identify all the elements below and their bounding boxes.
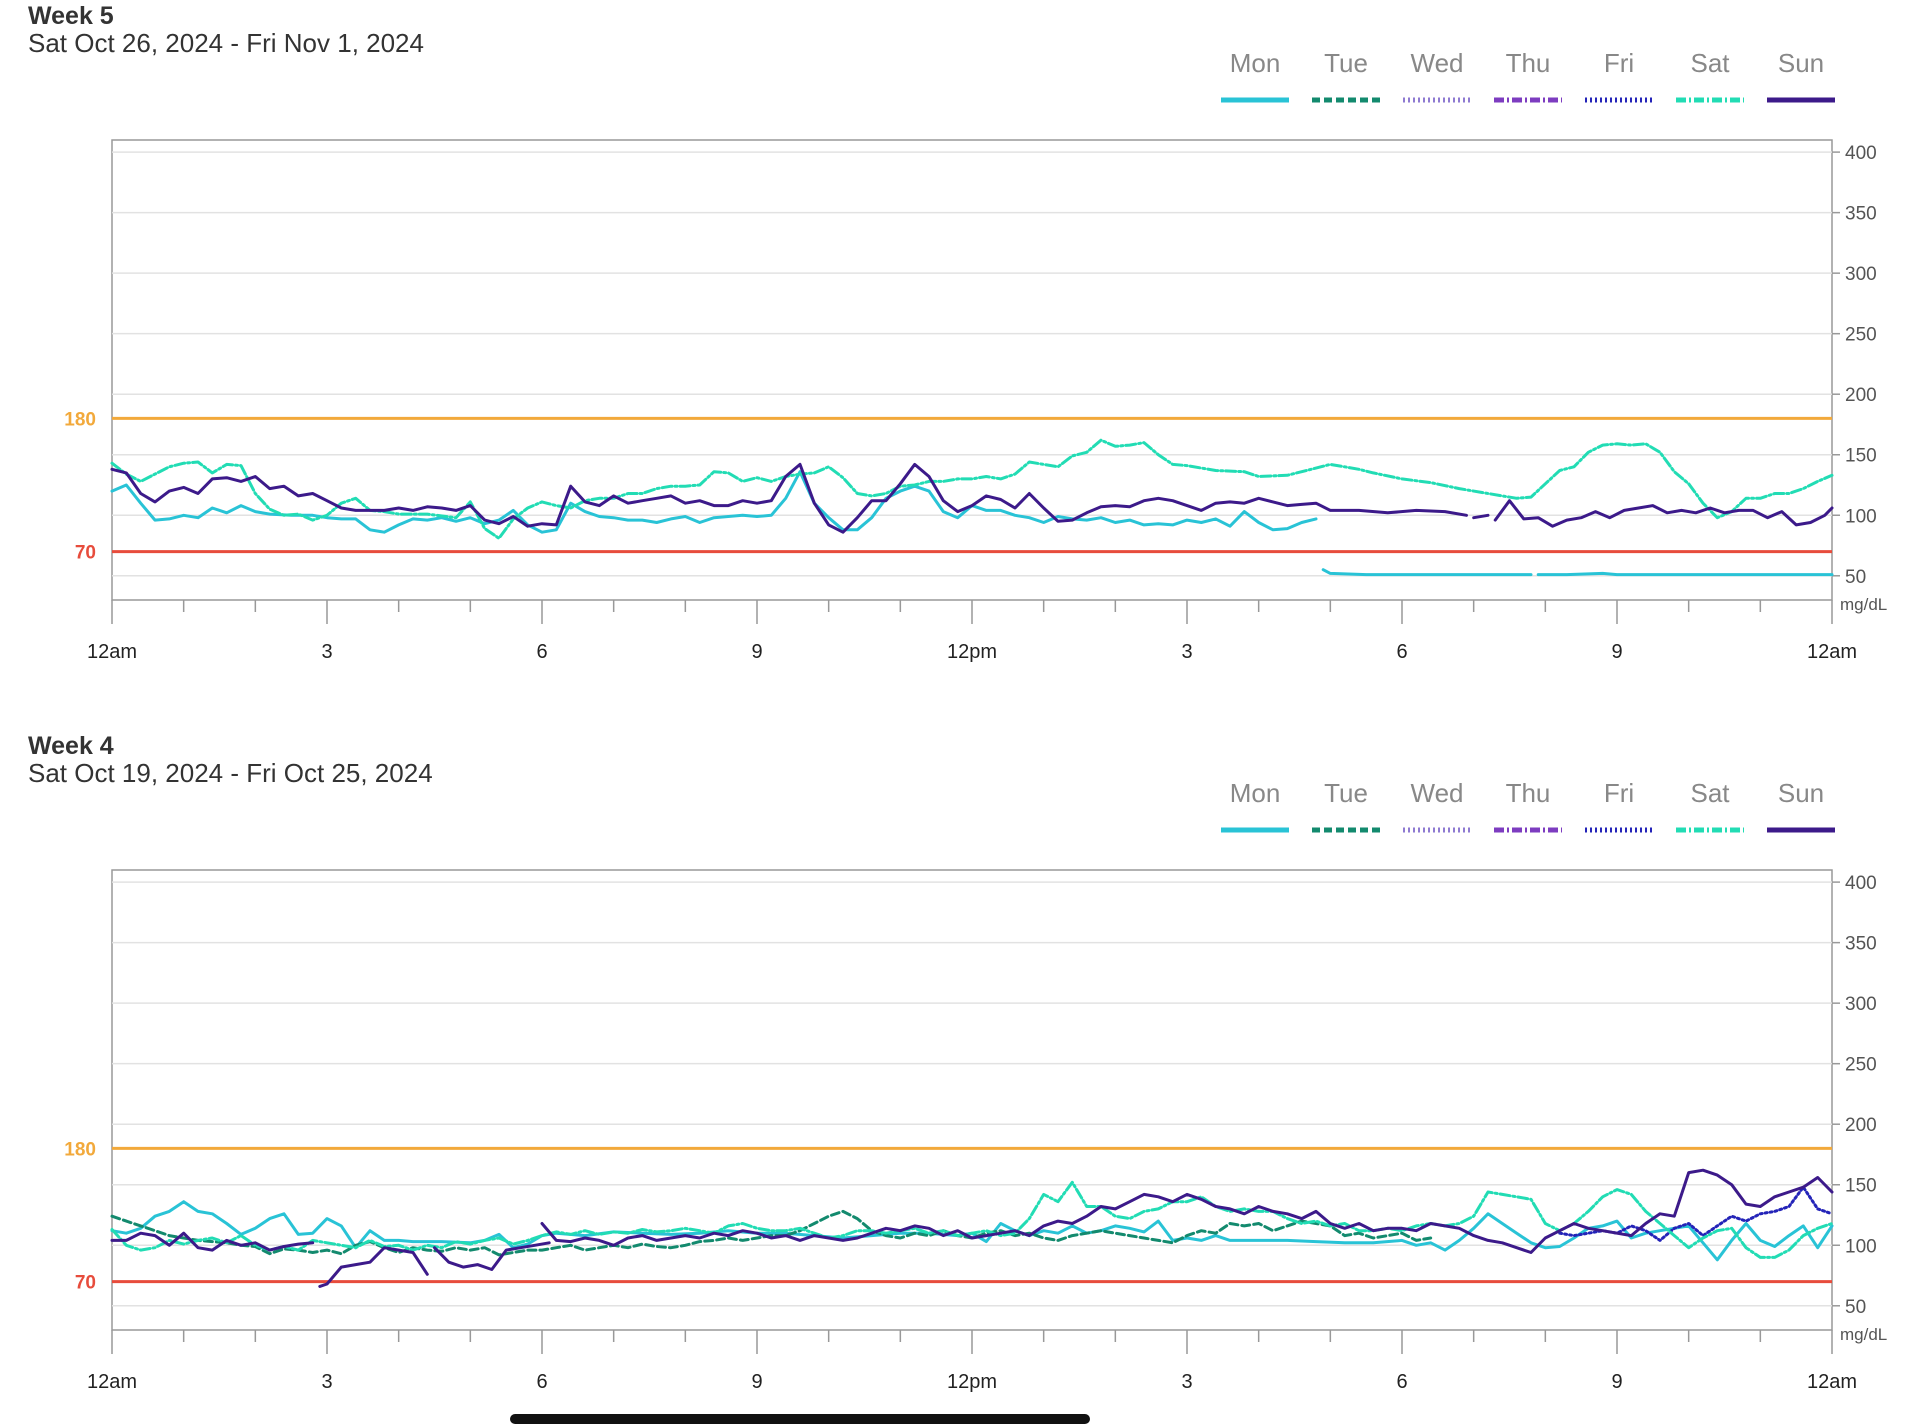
series-line-sun-1 [318, 1246, 429, 1288]
legend-label-sat: Sat [1690, 48, 1730, 78]
week5-panel: Week 5 Sat Oct 26, 2024 - Fri Nov 1, 202… [0, 0, 1920, 700]
series-line-mon-1 [1321, 568, 1533, 577]
xtick-label-7: 9 [1611, 1371, 1622, 1393]
ytick-label-400: 400 [1845, 143, 1877, 164]
xtick-label-5: 3 [1181, 641, 1192, 663]
ytick-label-150: 150 [1845, 446, 1877, 467]
legend-label-wed: Wed [1411, 778, 1464, 808]
legend-label-fri: Fri [1604, 48, 1634, 78]
legend-label-sat: Sat [1690, 778, 1730, 808]
xtick-label-2: 6 [536, 1371, 547, 1393]
threshold-label-70: 70 [75, 543, 96, 564]
xtick-label-3: 9 [751, 641, 762, 663]
xtick-label-6: 6 [1396, 1371, 1407, 1393]
xtick-label-4: 12pm [947, 1371, 997, 1393]
ytick-label-150: 150 [1845, 1176, 1877, 1197]
ytick-label-300: 300 [1845, 264, 1877, 285]
ytick-label-50: 50 [1845, 567, 1866, 588]
ytick-label-200: 200 [1845, 385, 1877, 406]
threshold-label-70: 70 [75, 1273, 96, 1294]
legend-label-thu: Thu [1506, 778, 1551, 808]
series-line-mon-0 [110, 1200, 1834, 1262]
ytick-label-50: 50 [1845, 1297, 1866, 1318]
ytick-label-250: 250 [1845, 1055, 1877, 1076]
series-line-sat-0 [110, 1180, 1834, 1259]
series-line-mon-2 [1536, 571, 1834, 577]
ytick-label-400: 400 [1845, 873, 1877, 894]
series-line-sun-3 [540, 1168, 1834, 1254]
legend-label-sun: Sun [1778, 48, 1824, 78]
xtick-label-6: 6 [1396, 641, 1407, 663]
series-line-sun-2 [1493, 499, 1834, 528]
week5-date-range: Sat Oct 26, 2024 - Fri Nov 1, 2024 [28, 28, 424, 58]
ytick-label-100: 100 [1845, 1236, 1877, 1257]
legend-label-mon: Mon [1230, 48, 1281, 78]
ytick-label-300: 300 [1845, 994, 1877, 1015]
series-line-sun-1 [1472, 513, 1490, 520]
ytick-label-200: 200 [1845, 1115, 1877, 1136]
xtick-label-1: 3 [321, 641, 332, 663]
ytick-label-350: 350 [1845, 204, 1877, 225]
week5-title: Week 5 [28, 2, 114, 30]
xtick-label-3: 9 [751, 1371, 762, 1393]
xtick-label-2: 6 [536, 641, 547, 663]
xtick-label-5: 3 [1181, 1371, 1192, 1393]
legend-label-tue: Tue [1324, 778, 1368, 808]
xtick-label-8: 12am [1807, 641, 1857, 663]
ytick-label-100: 100 [1845, 506, 1877, 527]
threshold-label-180: 180 [64, 1139, 96, 1160]
legend-label-sun: Sun [1778, 778, 1824, 808]
legend-label-wed: Wed [1411, 48, 1464, 78]
week5-chart: Mon Tue Wed Thu Fri Sat Sun 50 100 150 200 250 300 35… [64, 48, 1887, 663]
unit-label: mg/dL [1840, 595, 1887, 614]
week4-chart: Mon Tue Wed Thu Fri Sat Sun 50 100 150 200 250 300 35… [64, 778, 1887, 1393]
week4-date-range: Sat Oct 19, 2024 - Fri Oct 25, 2024 [28, 758, 433, 788]
week4-panel: Week 4 Sat Oct 19, 2024 - Fri Oct 25, 20… [0, 730, 1920, 1420]
xtick-label-4: 12pm [947, 641, 997, 663]
xtick-label-0: 12am [87, 641, 137, 663]
series-line-tue-0 [110, 1209, 1433, 1257]
series-line-sun-0 [110, 462, 1468, 534]
week4-title: Week 4 [28, 732, 114, 760]
unit-label: mg/dL [1840, 1325, 1887, 1344]
plot-area [111, 869, 1833, 1331]
ytick-label-250: 250 [1845, 325, 1877, 346]
legend-label-tue: Tue [1324, 48, 1368, 78]
ytick-label-350: 350 [1845, 934, 1877, 955]
xtick-label-0: 12am [87, 1371, 137, 1393]
xtick-label-1: 3 [321, 1371, 332, 1393]
xtick-label-7: 9 [1611, 641, 1622, 663]
series-line-sun-2 [433, 1241, 551, 1271]
xtick-label-8: 12am [1807, 1371, 1857, 1393]
home-indicator[interactable] [510, 1414, 1090, 1424]
series-line-sun-0 [110, 1231, 315, 1252]
legend-label-fri: Fri [1604, 778, 1634, 808]
threshold-label-180: 180 [64, 409, 96, 430]
legend-label-mon: Mon [1230, 778, 1281, 808]
legend-label-thu: Thu [1506, 48, 1551, 78]
